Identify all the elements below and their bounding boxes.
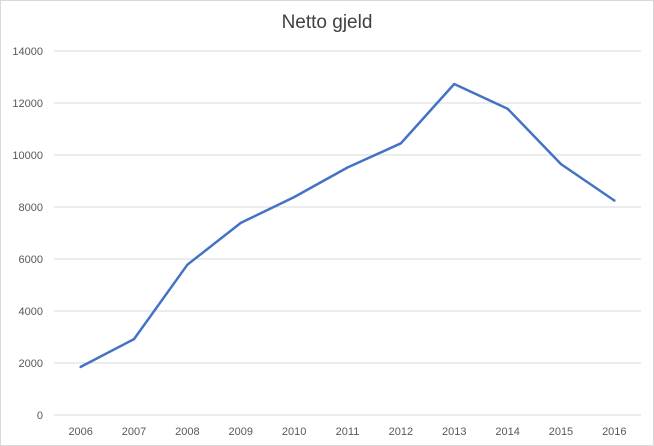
x-tick-label: 2012	[389, 426, 413, 438]
x-tick-label: 2014	[495, 426, 519, 438]
y-tick-label: 6000	[19, 254, 43, 266]
data-point	[506, 107, 509, 110]
x-tick-label: 2011	[336, 426, 360, 438]
data-point	[559, 162, 563, 166]
data-point	[453, 82, 456, 86]
data-point	[132, 337, 136, 341]
data-point	[79, 365, 82, 369]
x-tick-label: 2013	[442, 426, 466, 438]
data-point	[186, 263, 189, 266]
x-tick-label: 2010	[282, 426, 306, 438]
y-tick-label: 8000	[19, 202, 43, 214]
x-tick-label: 2015	[549, 426, 573, 438]
x-tick-label: 2007	[122, 426, 146, 438]
y-tick-label: 12000	[12, 98, 43, 110]
data-point	[346, 166, 349, 169]
x-tick-label: 2016	[602, 426, 626, 438]
chart-title: Netto gjeld	[281, 12, 373, 33]
data-point	[239, 221, 242, 225]
data-point	[613, 199, 616, 202]
series-line-0	[79, 82, 616, 369]
y-tick-label: 10000	[12, 150, 43, 162]
data-point	[399, 142, 403, 145]
x-tick-label: 2009	[229, 426, 253, 438]
y-tick-label: 0	[37, 410, 43, 422]
data-point	[292, 195, 296, 199]
y-tick-label: 4000	[19, 306, 43, 318]
y-tick-label: 14000	[12, 46, 43, 58]
y-tick-label: 2000	[19, 358, 43, 370]
x-tick-label: 2008	[175, 426, 199, 438]
x-tick-label: 2006	[68, 426, 92, 438]
